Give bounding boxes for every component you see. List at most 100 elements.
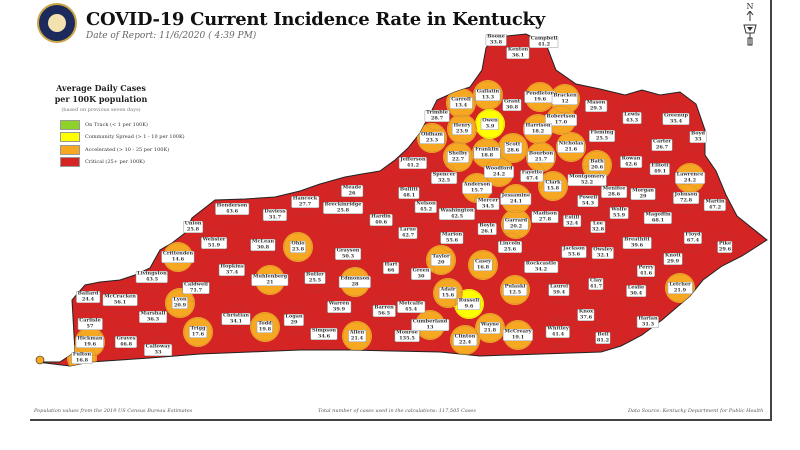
county-rate: 21.8 [483,327,497,333]
county-rate: 12 [561,98,569,104]
county-rate: 34.1 [229,318,243,324]
county-name: Martin [705,198,725,205]
county-border [523,114,553,144]
county-name: Bullitt [399,186,419,193]
legend-swatch [60,157,80,167]
county-name: Pendleton [525,90,555,97]
county-label-rockcastle: Rockcastle 34.2 [524,261,558,273]
county-rate: 28.7 [430,115,444,121]
county-name: Jackson [563,245,585,252]
county-rate: 19.6 [533,96,547,102]
county-border [581,269,611,299]
county-label-greenup: Greenup 35.4 [662,113,690,125]
county-name: Graves [116,335,136,342]
county-rate: 43.6 [225,208,239,214]
county-border [628,179,658,209]
county-rate: 14.6 [171,256,185,262]
county-name: Cumberland [412,318,448,325]
county-border [300,263,330,293]
county-rate: 24.2 [683,177,697,183]
county-border [621,276,651,306]
county-label-campbell: Campbell 41.2 [529,36,559,48]
county-border [433,278,463,308]
county-label-fulton: Fulton 16.8 [71,352,93,364]
county-rate: 67.4 [686,237,700,243]
county-name: Leslie [627,284,645,291]
county-label-lawrence: Lawrence 24.2 [675,172,705,184]
county-label-butler: Butler 25.5 [305,272,325,284]
county-label-clark: Clark 15.8 [544,180,562,192]
county-name: Taylor [432,253,450,260]
county-border [631,256,661,286]
county-border [643,203,673,233]
county-rate: 27.8 [538,216,552,222]
county-rate: 35.4 [669,118,683,124]
county-name: Montgomery [569,173,605,180]
county-label-barren: Barren 56.5 [373,305,395,317]
county-label-warren: Warren 39.9 [327,300,351,313]
county-label-monroe: Monroe 135.5 [395,330,419,342]
county-name: Pulaski [504,283,526,290]
county-name: Edmonson [340,275,370,282]
county-rate: 21.4 [350,335,364,341]
county-rate: 22.7 [451,156,465,162]
county-rate: 21.9 [673,287,687,293]
county-name: Casey [474,258,492,265]
county-name: Letcher [669,281,691,288]
county-label-carroll: Carroll 13.4 [450,97,472,109]
county-rate: 25.8 [186,226,200,232]
county-label-boyle: Boyle 26.1 [478,223,496,235]
county-rate: 25.6 [503,246,517,252]
county-label-owsley: Owsley 32.1 [592,247,614,259]
county-name: Russell [458,297,480,304]
legend-swatch [60,120,80,130]
county-rate: 32.4 [565,220,579,226]
county-rate: 24.2 [492,171,506,177]
county-label-owen: Owen 3.9 [481,118,499,130]
county-label-nelson: Nelson 45.2 [415,201,437,213]
county-rate: 53.9 [612,212,626,218]
county-label-lyon: Lyon 20.9 [172,297,188,309]
legend-swatch [60,145,80,155]
county-rate: 43.3 [625,117,639,123]
county-label-mason: Mason 29.3 [585,100,607,112]
county-name: Bell [597,331,609,338]
county-label-casey: Casey 16.8 [473,258,493,271]
county-label-spencer: Spencer 32.5 [431,172,457,184]
county-rate: 51.9 [207,242,221,248]
county-label-breathitt: Breathitt 39.6 [623,237,651,249]
county-rate: 33.8 [489,39,503,45]
county-label-fleming: Fleming 25.5 [589,130,615,142]
county-border [583,212,613,242]
county-name: Warren [328,300,350,307]
county-name: Hardin [371,213,391,220]
county-label-hart: Hart 66 [383,262,399,274]
county-border [495,232,525,262]
county-label-trigg: Trigg 17.6 [189,325,207,338]
county-name: Ballard [77,290,99,297]
county-rate: 48.1 [402,192,416,198]
county-rate: 41.6 [639,270,653,276]
county-name: Clinton [454,333,476,340]
county-name: Trigg [190,325,206,332]
county-rate: 13.4 [454,102,468,108]
county-label-leslie: Leslie 30.4 [626,284,646,297]
county-label-robertson: Robertson 17.0 [545,114,577,126]
county-rate: 19.1 [511,334,525,340]
county-label-bell: Bell 81.2 [595,331,611,344]
county-border [588,238,618,268]
county-label-todd: Todd 19.8 [257,321,273,333]
county-name: Fayette [521,169,543,176]
county-rate: 28.6 [506,147,520,153]
county-name: Bath [590,158,604,165]
county-rate: 43.5 [145,276,159,282]
county-rate: 19.6 [83,341,97,347]
county-border [366,205,396,235]
county-label-grayson: Grayson 50.3 [335,248,361,260]
county-rate: 66 [387,267,395,273]
county-label-pulaski: Pulaski 12.5 [503,283,527,296]
county-rate: 52.2 [580,179,594,185]
county-border [503,38,533,68]
county-name: Simpson [311,327,337,334]
